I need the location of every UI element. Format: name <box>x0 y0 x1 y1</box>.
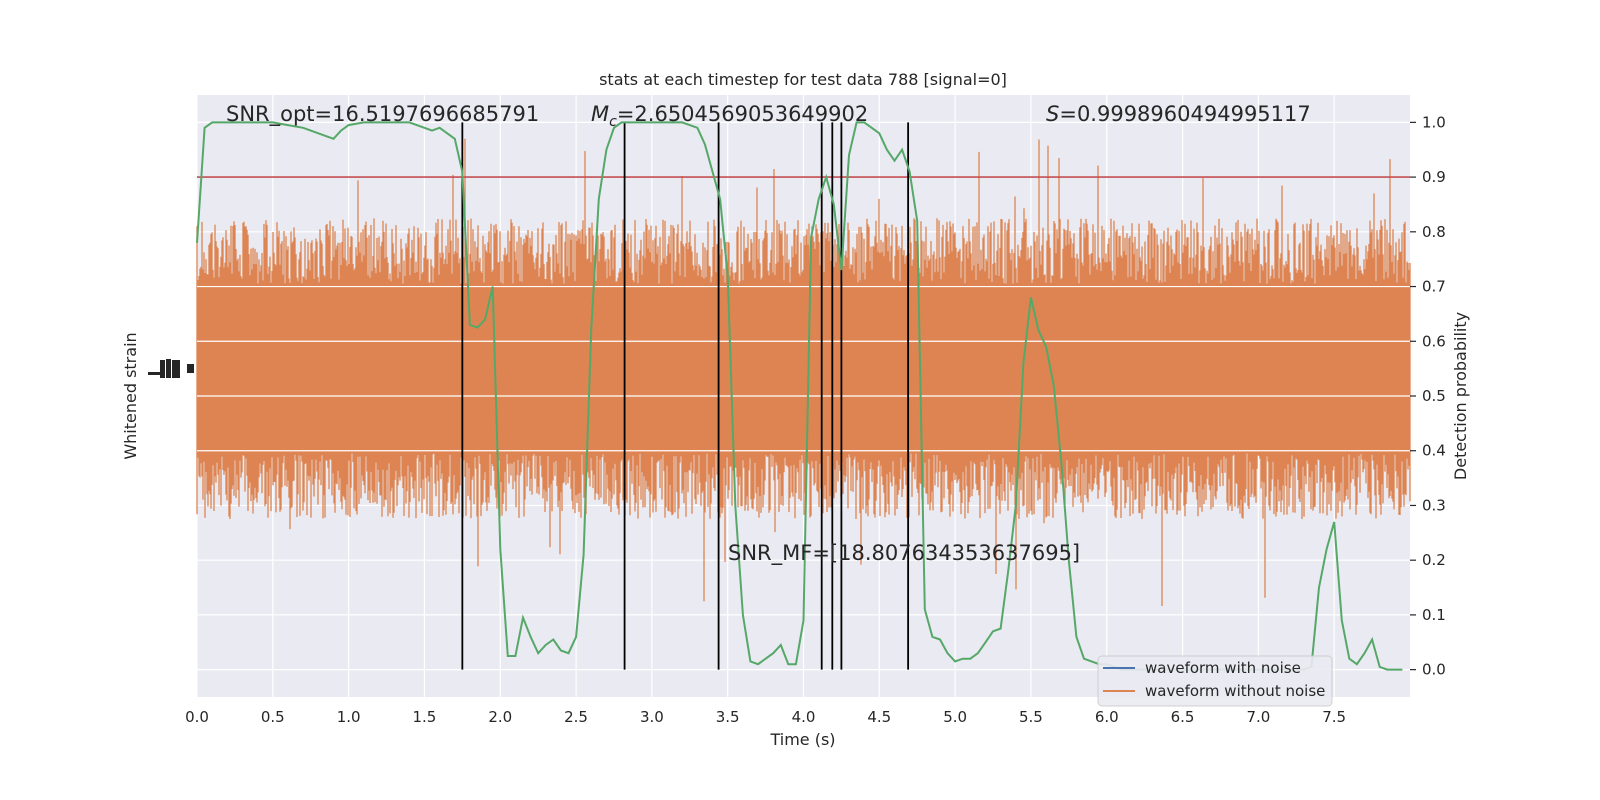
y-right-axis-ticks: 0.0 0.1 0.2 0.3 0.4 0.5 0.6 0.7 0.8 0.9 1.0 <box>1410 113 1446 679</box>
x-tick-label: 6.0 <box>1095 708 1119 726</box>
x-tick-label: 1.0 <box>337 708 361 726</box>
annotation-score: S=0.9998960494995117 <box>1046 102 1311 126</box>
x-axis-ticks: 0.0 0.5 1.0 1.5 2.0 2.5 3.0 3.5 4.0 4.5 5.0 5.5 6.0 6… <box>185 708 1346 726</box>
y-tick-label: 0.3 <box>1422 496 1446 514</box>
x-tick-label: 3.0 <box>640 708 664 726</box>
waveform-without-noise-series <box>196 138 1411 606</box>
x-tick-label: 1.5 <box>413 708 437 726</box>
y-tick-label: 0.9 <box>1422 168 1446 186</box>
y-tick-label: 0.2 <box>1422 551 1446 569</box>
x-tick-label: 0.0 <box>185 708 209 726</box>
x-tick-label: 7.5 <box>1322 708 1346 726</box>
legend-box <box>1097 655 1333 707</box>
trigger-lines <box>461 122 910 670</box>
legend-label-with-noise: waveform with noise <box>1145 659 1301 677</box>
y-tick-label: 1.0 <box>1422 113 1446 131</box>
x-tick-label: 2.0 <box>488 708 512 726</box>
annotation-snr-opt: SNR_opt=16.5197696685791 <box>226 102 539 127</box>
y-left-axis-label: Whitened strain <box>121 332 140 459</box>
y-tick-label: 0.0 <box>1422 661 1446 679</box>
x-axis-label: Time (s) <box>769 730 835 749</box>
y-tick-label: 0.5 <box>1422 387 1446 405</box>
annotation-snr-mf: SNR_MF=[18.807634353637695] <box>728 541 1080 566</box>
x-tick-label: 5.5 <box>1019 708 1043 726</box>
x-tick-label: 4.5 <box>867 708 891 726</box>
chart-title: stats at each timestep for test data 788… <box>599 70 1007 89</box>
y-tick-label: 0.7 <box>1422 278 1446 296</box>
x-tick-label: 6.5 <box>1171 708 1195 726</box>
left-axis-tick-blob <box>148 359 194 378</box>
y-tick-label: 0.1 <box>1422 606 1446 624</box>
annotation-chirp-mass: Mc=2.6504569053649902 <box>591 102 868 130</box>
x-tick-label: 4.0 <box>792 708 816 726</box>
y-tick-label: 0.8 <box>1422 223 1446 241</box>
x-tick-label: 3.5 <box>716 708 740 726</box>
y-tick-label: 0.6 <box>1422 332 1446 350</box>
x-tick-label: 7.0 <box>1246 708 1270 726</box>
legend: waveform with noise waveform without noi… <box>1097 655 1333 707</box>
x-tick-label: 0.5 <box>261 708 285 726</box>
noise-waveform-body <box>197 283 1410 454</box>
x-tick-label: 2.5 <box>564 708 588 726</box>
y-right-axis-label: Detection probability <box>1451 312 1470 480</box>
y-tick-label: 0.4 <box>1422 442 1446 460</box>
x-tick-label: 5.0 <box>943 708 967 726</box>
legend-label-without-noise: waveform without noise <box>1145 682 1325 700</box>
